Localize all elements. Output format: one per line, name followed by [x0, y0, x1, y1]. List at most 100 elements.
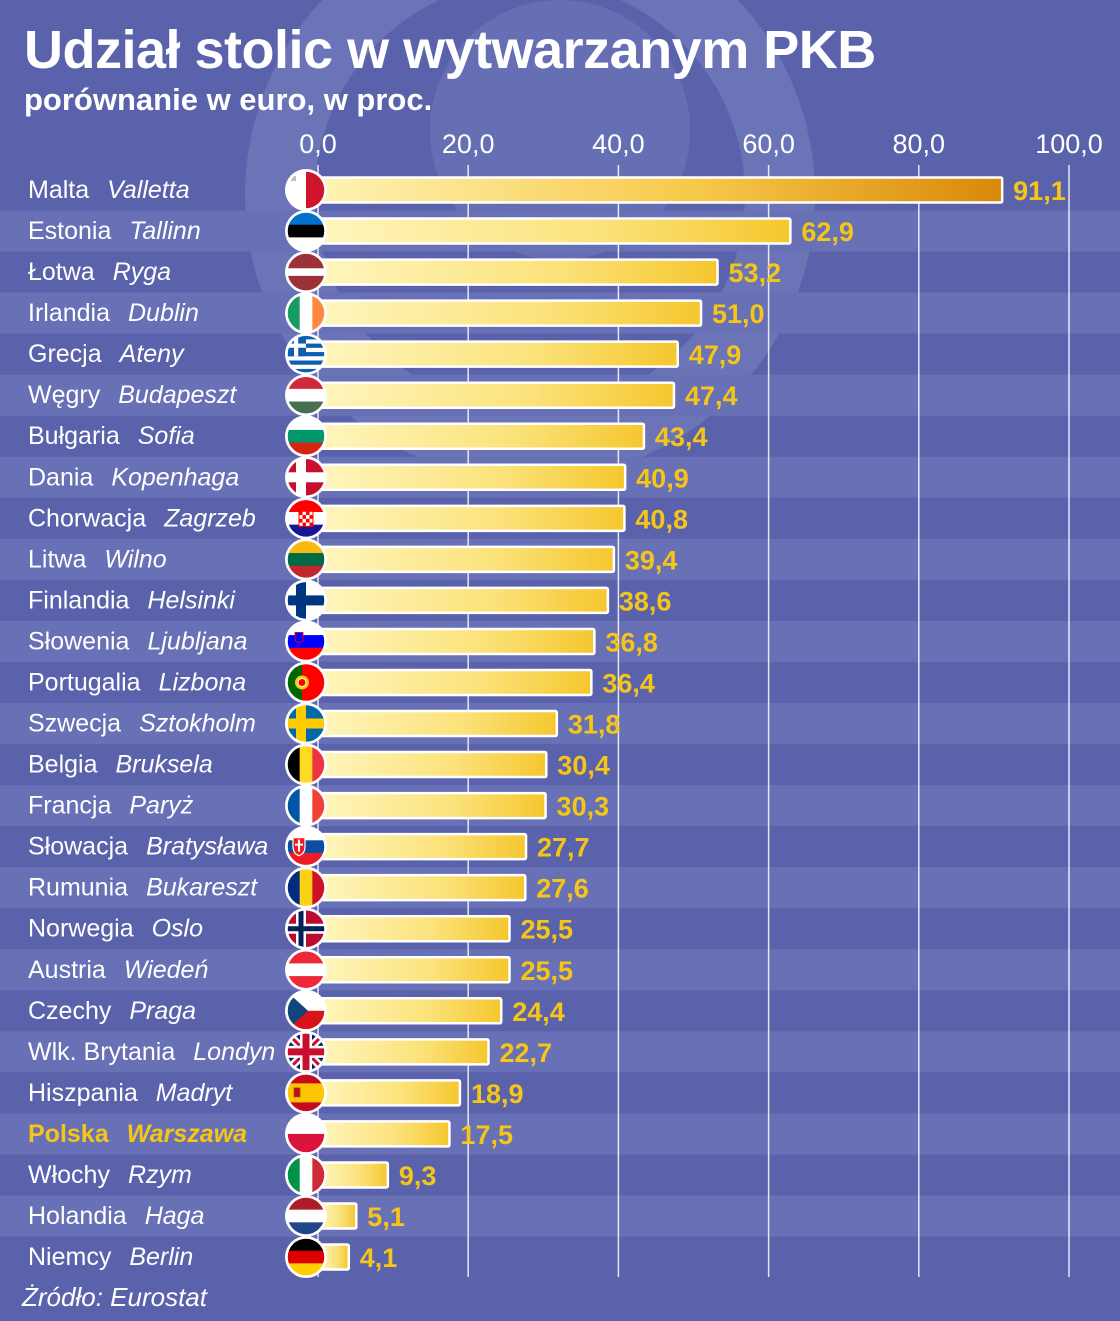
country-label: Słowenia [28, 627, 130, 655]
bar [316, 381, 676, 409]
city-label: Haga [145, 1202, 205, 1230]
ireland-flag-icon [285, 292, 327, 335]
row: 36,4 Portugalia Lizbona [28, 661, 655, 704]
city-label: Zagrzeb [163, 504, 256, 532]
bar [316, 750, 548, 779]
bar-value-label: 36,8 [605, 627, 658, 657]
finland-flag-icon [285, 579, 327, 622]
chart-rows: 91,1 Malta Valletta 62,9 Estonia Tallinn 53,2 Ł… [28, 169, 1066, 1279]
row-stripe [0, 785, 1120, 827]
city-label: Budapeszt [118, 381, 237, 409]
norway-flag-icon [285, 907, 327, 950]
row: 91,1 Malta Valletta [28, 169, 1066, 211]
bar-value-label: 36,4 [602, 668, 655, 698]
row: 40,9 Dania Kopenhaga [28, 456, 689, 499]
row: 47,9 Grecja Ateny [28, 333, 742, 376]
source-note: Żródło: Eurostat [22, 1282, 207, 1312]
city-label: Bukareszt [146, 874, 258, 902]
row: 53,2 Łotwa Ryga [28, 251, 781, 294]
poland-flag-icon [285, 1112, 327, 1155]
bar-value-label: 43,4 [655, 422, 708, 452]
netherlands-flag-icon [285, 1195, 327, 1237]
bar [316, 463, 627, 492]
sweden-flag-icon [285, 702, 327, 745]
country-label: Bułgaria [28, 422, 120, 450]
bar-value-label: 4,1 [360, 1243, 398, 1273]
city-label: Warszawa [127, 1120, 248, 1148]
country-label: Czechy [28, 997, 112, 1025]
bar-value-label: 5,1 [367, 1202, 405, 1232]
bar-value-label: 27,7 [537, 833, 590, 863]
row: 27,6 Rumunia Bukareszt [28, 866, 589, 909]
row: 18,9 Hiszpania Madryt [28, 1071, 524, 1114]
bar-value-label: 27,6 [536, 874, 589, 904]
country-label: Dania [28, 463, 93, 491]
hungary-flag-icon [285, 374, 327, 417]
portugal-flag-icon [285, 661, 327, 704]
bar [316, 627, 596, 656]
country-label: Węgry [28, 381, 101, 409]
x-tick-label: 0,0 [299, 129, 337, 159]
belgium-flag-icon [285, 743, 327, 786]
city-label: Dublin [128, 299, 199, 327]
row: 22,7 Wlk. Brytania Londyn [28, 1030, 552, 1073]
city-label: Ljubljana [147, 627, 247, 655]
bar-value-label: 22,7 [499, 1038, 552, 1068]
city-label: Paryż [129, 792, 193, 820]
germany-flag-icon [285, 1236, 327, 1279]
romania-flag-icon [285, 866, 327, 909]
italy-flag-icon [285, 1153, 327, 1196]
bar [316, 956, 511, 984]
bar [316, 1038, 490, 1066]
bar-value-label: 47,9 [689, 340, 742, 370]
bar-value-label: 24,4 [512, 997, 565, 1027]
city-label: Sztokholm [139, 710, 256, 738]
city-label: Valletta [107, 176, 190, 204]
row: 39,4 Litwa Wilno [28, 538, 677, 581]
city-label: Wiedeń [124, 956, 209, 984]
row: 43,4 Bułgaria Sofia [28, 415, 708, 458]
row-stripe [0, 703, 1120, 745]
row-stripe [0, 1113, 1120, 1155]
slovenia-flag-icon [285, 620, 327, 663]
bar [316, 873, 527, 902]
bar-value-label: 25,5 [521, 915, 574, 945]
x-axis-tick-labels: 0,0 20,0 40,0 60,0 80,0 100,0 [299, 129, 1103, 159]
row-stripe [0, 1195, 1120, 1237]
country-label: Portugalia [28, 668, 141, 696]
country-label: Włochy [28, 1161, 110, 1189]
row: 47,4 Węgry Budapeszt [28, 374, 738, 417]
uk-flag-icon [285, 1030, 327, 1073]
country-label: Wlk. Brytania [28, 1038, 175, 1066]
greece-flag-icon [285, 333, 327, 376]
country-label: Francja [28, 792, 111, 820]
country-label: Estonia [28, 217, 111, 245]
city-label: Ateny [118, 340, 185, 368]
czechia-flag-icon [285, 989, 327, 1032]
bar-value-label: 40,9 [636, 463, 689, 493]
bar-value-label: 40,8 [635, 504, 688, 534]
chart-subtitle: porównanie w euro, w proc. [24, 82, 433, 117]
bar [316, 914, 511, 943]
bar [316, 586, 610, 615]
bar [316, 217, 792, 245]
bar [316, 504, 626, 533]
bar [316, 258, 719, 286]
bar-value-label: 17,5 [460, 1120, 513, 1150]
row: 9,3 Włochy Rzym [28, 1153, 436, 1196]
row: 30,3 Francja Paryż [28, 784, 609, 827]
country-label: Chorwacja [28, 504, 146, 532]
bar-value-label: 25,5 [521, 956, 574, 986]
row: 40,8 Chorwacja Zagrzeb [28, 497, 688, 540]
x-tick-label: 60,0 [742, 129, 795, 159]
city-label: Berlin [129, 1243, 193, 1271]
malta-flag-icon [285, 169, 327, 211]
country-label: Holandia [28, 1202, 127, 1230]
bar-value-label: 47,4 [685, 381, 738, 411]
city-label: Praga [129, 997, 196, 1025]
city-label: Oslo [152, 915, 204, 943]
bar [316, 176, 1004, 204]
x-tick-label: 80,0 [893, 129, 946, 159]
bar-value-label: 51,0 [712, 299, 765, 329]
bar-value-label: 38,6 [619, 586, 672, 616]
